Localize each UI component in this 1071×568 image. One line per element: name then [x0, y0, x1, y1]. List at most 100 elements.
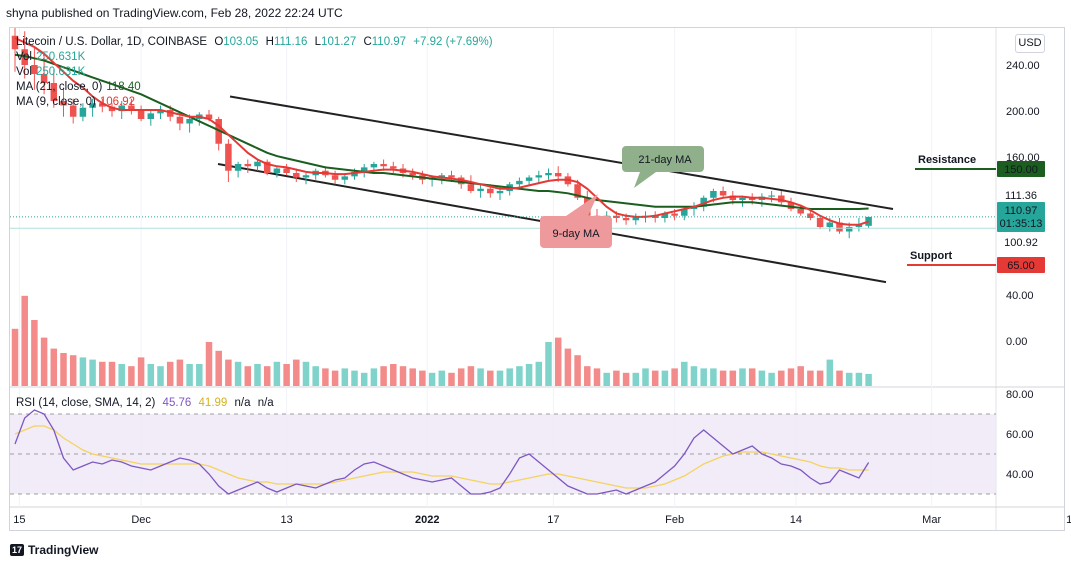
ma21-callout-label: 21-day MA: [638, 154, 692, 166]
volume-bar: [690, 366, 698, 386]
candle-body: [31, 65, 38, 74]
candle-body: [137, 110, 145, 119]
volume-bar: [855, 372, 863, 386]
volume-bar: [496, 370, 504, 386]
time-tick-label: Mar: [922, 514, 941, 526]
high-label: H: [265, 36, 274, 48]
time-tick-label: 14: [1066, 514, 1071, 526]
candle-body: [283, 168, 290, 173]
candle-body: [739, 197, 746, 200]
volume-bar: [370, 368, 378, 386]
volume-bar: [457, 368, 465, 386]
volume-bar: [477, 368, 484, 386]
rsi-na-2: n/a: [257, 397, 274, 409]
volume-bar: [215, 350, 222, 386]
volume-bar: [147, 364, 155, 386]
rsi-line: [14, 409, 870, 495]
volume-bar: [467, 366, 475, 386]
candle-body: [778, 195, 785, 203]
symbol-row: Litecoin / U.S. Dollar, 1D, COINBASE O10…: [16, 35, 497, 50]
volume-label: Vol: [16, 51, 32, 63]
support-price-marker-text: 65.00: [1007, 260, 1035, 272]
volume-bar: [157, 366, 164, 386]
open-label: O: [214, 36, 224, 48]
volume-row-1: Vol 250.631K: [16, 50, 497, 65]
low-price-marker-text: 100.92: [1004, 237, 1038, 249]
volume-bar: [739, 368, 746, 386]
ma21-value: 118.40: [106, 81, 141, 93]
price-tick-label: 40.00: [1006, 290, 1034, 302]
candle-body: [545, 173, 552, 176]
volume-bar: [137, 357, 145, 386]
candle-body: [681, 209, 688, 216]
candle-body: [865, 216, 872, 226]
candle-body: [807, 213, 814, 218]
high-value: 111.16: [273, 36, 308, 48]
candle-body: [302, 175, 310, 178]
time-tick-label: 15: [13, 514, 25, 526]
candle-body: [234, 164, 242, 171]
candle-body: [244, 164, 252, 167]
volume-bar: [681, 361, 688, 386]
volume-bar: [807, 370, 814, 386]
candle-body: [525, 177, 533, 181]
ma9-line: [14, 37, 869, 226]
volume-value-2: 250.631K: [36, 66, 86, 78]
candle-body: [448, 175, 455, 178]
candle-body: [11, 35, 19, 50]
volume-bar: [525, 364, 533, 386]
volume-bar: [787, 368, 795, 386]
volume-bar: [651, 370, 659, 386]
candle-body: [186, 119, 193, 124]
candle-body: [661, 213, 669, 218]
volume-bar: [60, 353, 67, 386]
time-tick-label: Dec: [131, 514, 151, 526]
candle-body: [263, 161, 271, 173]
candle-body: [360, 167, 368, 172]
volume-bar: [554, 337, 562, 386]
candle-body: [370, 164, 378, 168]
resistance-price-marker-box: [997, 161, 1045, 177]
tradingview-logo-icon: 17: [10, 544, 25, 556]
candle-body: [21, 49, 28, 65]
candle-body: [797, 209, 804, 214]
publisher-line: shyna published on TradingView.com, Feb …: [6, 6, 343, 20]
candle-body: [516, 180, 523, 185]
volume-row-2: Vol 250.631K: [16, 65, 497, 80]
volume-bar: [845, 372, 853, 386]
candle-body: [748, 197, 756, 200]
volume-bar: [331, 370, 339, 386]
high-price-marker-text: 111.36: [1005, 190, 1037, 202]
symbol-name[interactable]: Litecoin / U.S. Dollar, 1D, COINBASE: [16, 36, 208, 48]
candle-body: [128, 105, 135, 110]
volume-bar: [176, 359, 184, 386]
volume-bar: [632, 372, 640, 386]
volume-bar: [312, 366, 319, 386]
candle-body: [147, 113, 155, 119]
candle-body: [409, 173, 416, 176]
ma9-callout-bubble: [540, 194, 612, 248]
tradingview-footer: 17 TradingView: [10, 543, 98, 557]
volume-bar: [244, 366, 252, 386]
currency-button[interactable]: USD: [1015, 34, 1045, 53]
last-price-marker-text: 01:35:13: [1000, 218, 1043, 230]
volume-bar: [545, 342, 552, 386]
tradingview-brand[interactable]: TradingView: [28, 543, 99, 557]
candle-body: [69, 105, 77, 117]
volume-bar: [399, 366, 407, 386]
open-value: 103.05: [223, 36, 259, 48]
rsi-label: RSI (14, close, SMA, 14, 2): [16, 397, 156, 409]
rsi-sma-value: 41.99: [198, 397, 228, 409]
rsi-na-1: n/a: [234, 397, 251, 409]
candle-body: [118, 105, 125, 112]
volume-bar: [778, 370, 785, 386]
volume-bar: [710, 368, 717, 386]
ma21-row: MA (21, close, 0) 118.40: [16, 80, 497, 95]
volume-bar: [419, 370, 426, 386]
volume-bar: [826, 359, 834, 386]
volume-bar: [196, 364, 203, 386]
ma21-label: MA (21, close, 0): [16, 81, 103, 93]
volume-bar: [516, 366, 523, 386]
candle-body: [826, 222, 834, 227]
